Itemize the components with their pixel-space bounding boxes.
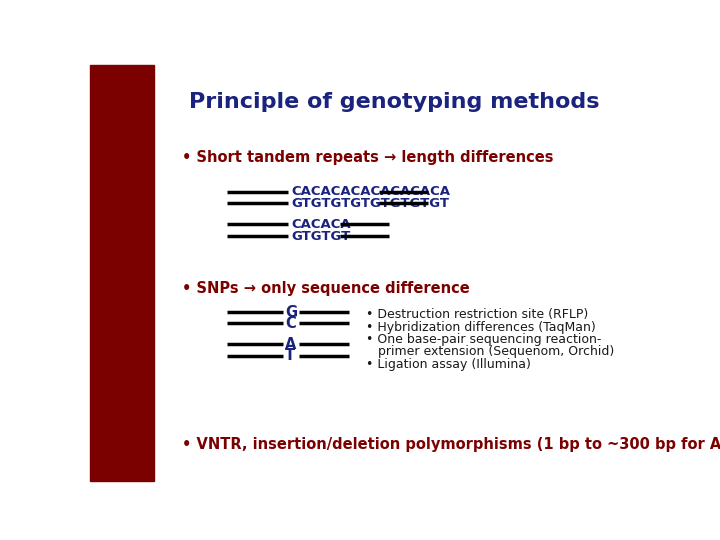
Text: • Short tandem repeats → length differences: • Short tandem repeats → length differen…	[182, 150, 554, 165]
Text: • Ligation assay (Illumina): • Ligation assay (Illumina)	[366, 358, 531, 371]
Text: CACACACACACACACA: CACACACACACACACA	[291, 185, 450, 198]
Text: A: A	[285, 337, 297, 352]
Text: • Hybridization differences (TaqMan): • Hybridization differences (TaqMan)	[366, 321, 596, 334]
Text: GTGTGT: GTGTGT	[291, 230, 350, 242]
Text: primer extension (Sequenom, Orchid): primer extension (Sequenom, Orchid)	[366, 346, 614, 359]
Text: Principle of genotyping methods: Principle of genotyping methods	[189, 92, 599, 112]
Text: G: G	[285, 305, 297, 320]
Text: • Destruction restriction site (RFLP): • Destruction restriction site (RFLP)	[366, 308, 588, 321]
Bar	[90, 65, 154, 481]
Text: GTGTGTGTGTGTGTGT: GTGTGTGTGTGTGTGT	[291, 197, 449, 210]
Text: T: T	[285, 348, 295, 363]
Text: • SNPs → only sequence difference: • SNPs → only sequence difference	[182, 281, 470, 296]
Text: CACACA: CACACA	[291, 218, 351, 231]
Text: • VNTR, insertion/deletion polymorphisms (1 bp to ~300 bp for Alu repeat): • VNTR, insertion/deletion polymorphisms…	[182, 437, 720, 452]
Text: C: C	[285, 316, 296, 331]
Text: • One base-pair sequencing reaction-: • One base-pair sequencing reaction-	[366, 333, 602, 346]
